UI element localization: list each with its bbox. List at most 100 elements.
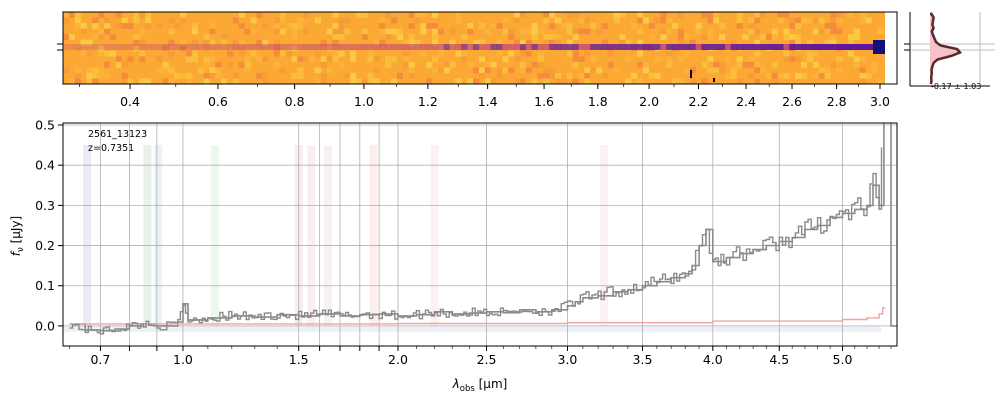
heatmap-pixel [98,12,105,18]
heatmap-pixel [350,72,357,79]
heatmap-pixel [408,34,415,40]
heatmap-pixel [408,61,415,68]
trace-pixel [607,44,614,50]
heatmap-pixel [244,56,251,63]
heatmap-pixel [86,39,93,46]
emission-line-band [83,145,92,326]
heatmap-pixel [871,67,878,74]
heatmap-pixel [543,17,550,24]
heatmap-pixel [736,78,743,84]
heatmap-pixel [285,23,292,29]
heatmap-pixel [373,56,380,63]
heatmap-pixel [836,17,843,24]
trace-pixel [432,44,439,50]
heatmap-pixel [80,28,87,35]
heatmap-pixel [180,17,187,24]
trace-pixel [549,44,556,50]
trace-pixel [473,44,480,50]
heatmap-pixel [742,61,749,68]
trace-pixel [420,44,427,50]
heatmap-pixel [338,23,345,29]
heatmap-pixel [531,78,538,84]
trace-pixel [443,44,450,50]
heatmap-pixel [74,78,81,84]
heatmap-pixel [754,39,761,46]
emission-line-band [143,145,152,326]
heatmap-pixel [361,28,368,35]
heatmap-pixel [197,67,204,74]
heatmap-pixel [777,12,784,18]
heatmap-pixel [795,72,802,79]
heatmap-pixel [156,56,163,63]
heatmap-pixel [186,50,193,57]
heatmap-pixel [320,78,327,84]
heatmap-pixel [297,67,304,74]
heatmap-pixel [238,61,245,68]
heatmap-pixel [127,23,134,29]
heatmap-pixel [502,56,509,63]
heatmap-pixel [783,50,790,57]
heatmap-pixel [104,50,111,57]
heatmap-pixel [344,28,351,35]
trace-pixel [490,44,497,50]
heatmap-pixel [508,34,515,40]
heatmap-pixel [707,28,714,35]
heatmap-pixel [830,34,837,40]
heatmap-pixel [420,12,427,18]
heatmap-pixel [402,39,409,46]
heatmap-pixel [121,72,128,79]
emission-line-band [154,145,163,326]
heatmap-pixel [806,39,814,46]
trace-pixel [502,44,509,50]
trace-pixel [402,44,409,50]
trace-pixel [314,44,322,50]
heatmap-pixel [320,56,327,63]
heatmap-pixel [853,28,860,35]
heatmap-pixel [203,34,210,40]
heatmap-pixel [461,34,468,40]
heatmap-pixel [74,72,81,79]
trace-pixel [145,44,152,50]
heatmap-pixel [812,61,819,68]
heatmap-pixel [748,28,755,35]
heatmap-pixel [847,12,855,18]
trace-pixel [232,44,240,50]
trace-pixel [678,44,685,50]
heatmap-pixel [227,61,234,68]
heatmap-pixel [724,72,732,79]
y-axis-label: fν [μJy] [9,216,26,256]
heatmap-pixel [320,72,327,79]
heatmap-pixel [596,67,603,74]
heatmap-pixel [250,28,257,35]
heatmap-pixel [824,39,831,46]
trace-pixel [543,44,550,50]
heatmap-pixel [654,17,661,24]
heatmap-pixel [549,72,556,79]
trace-pixel [285,44,292,50]
heatmap-pixel [830,39,837,46]
heatmap-pixel [672,23,679,29]
heatmap-pixel [250,50,257,57]
heatmap-x-tick-label: 0.4 [120,94,140,109]
heatmap-pixel [549,12,556,18]
emission-line-band [369,145,378,326]
heatmap-pixel [818,28,825,35]
x-axis-label: λobs [μm] [452,377,508,394]
heatmap-pixel [789,39,796,46]
heatmap-pixel [408,39,415,46]
heatmap-pixel [566,39,573,46]
heatmap-pixel [414,39,421,46]
heatmap-pixel [379,23,386,29]
heatmap-pixel [549,39,556,46]
heatmap-pixel [74,45,81,52]
heatmap-pixel [519,61,527,68]
heatmap-pixel [115,12,122,18]
heatmap-x-tick-label: 2.4 [736,94,756,109]
heatmap-x-tick-label: 1.0 [354,94,374,109]
trace-pixel [338,44,345,50]
heatmap-pixel [63,67,70,74]
heatmap-pixel [162,67,169,74]
heatmap-pixel [478,72,486,79]
trace-pixel [695,44,702,50]
heatmap-pixel [80,39,87,46]
